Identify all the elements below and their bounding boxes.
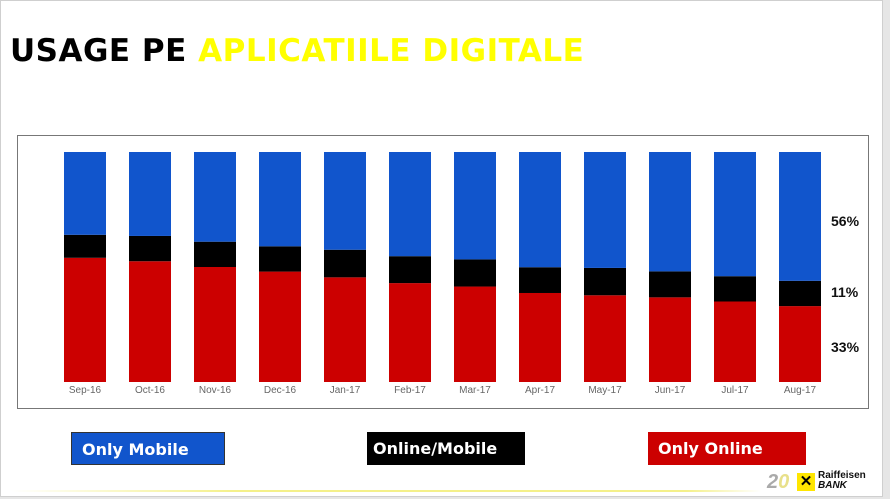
x-tick-label: Mar-17 [459,385,491,396]
bar-only-online-user-aug-17 [779,306,821,382]
bar-only-mobile-user-jul-17 [714,152,756,277]
chart-frame [17,135,869,409]
share-annotation: 33% [831,339,860,355]
bar-only-online-user-oct-16 [129,261,171,382]
share-annotation: 11% [831,284,859,300]
bar-online-mobile-sep-16 [64,234,106,258]
bar-online-mobile-may-17 [584,267,626,296]
x-tick-label: Jul-17 [721,385,749,396]
footer-line [11,490,761,492]
bar-only-online-user-dec-16 [259,271,301,382]
bar-only-mobile-user-aug-17 [779,152,821,281]
bar-only-mobile-user-feb-17 [389,152,431,257]
bar-only-online-user-jul-17 [714,301,756,382]
bar-online-mobile-apr-17 [519,267,561,293]
x-tick-label: Dec-16 [264,385,297,396]
legend-online-mobile: Online/Mobile [367,432,525,465]
x-tick-label: Apr-17 [525,385,555,396]
x-tick-label: Feb-17 [394,385,426,396]
bar-only-online-user-nov-16 [194,267,236,382]
bar-only-mobile-user-dec-16 [259,152,301,247]
legend-only-online: Only Online user [648,432,806,491]
bar-only-mobile-user-jan-17 [324,152,366,250]
x-tick-label: Jan-17 [330,385,361,396]
x-tick-label: Oct-16 [135,385,165,396]
share-annotation: 56% [831,213,860,229]
title-yellow: APLICATIILE DIGITALE [198,33,585,69]
raiffeisen-cross-icon: ✕ [797,473,815,491]
x-tick-label: May-17 [588,385,622,396]
bar-only-mobile-user-sep-16 [64,152,106,235]
bar-only-online-user-jun-17 [649,297,691,382]
bar-online-mobile-oct-16 [129,235,171,262]
x-tick-label: Sep-16 [69,385,102,396]
x-tick-label: Aug-17 [784,385,817,396]
bar-only-online-user-feb-17 [389,283,431,382]
bar-only-mobile-user-mar-17 [454,152,496,260]
bar-only-mobile-user-nov-16 [194,152,236,242]
slide-title: USAGE PE APLICATIILE DIGITALE [10,33,584,69]
bar-online-mobile-jan-17 [324,249,366,278]
bar-only-online-user-jan-17 [324,277,366,382]
bar-online-mobile-jun-17 [649,271,691,298]
bar-online-mobile-feb-17 [389,256,431,284]
bar-online-mobile-nov-16 [194,241,236,267]
bar-only-online-user-apr-17 [519,292,561,382]
bar-only-online-user-mar-17 [454,286,496,382]
x-tick-label: Nov-16 [199,385,232,396]
stacked-bar-chart: Sep-16 Oct-16 Nov-16 Dec-16 Jan-17 Feb-17 Mar-… [64,152,860,396]
bar-only-online-user-may-17 [584,295,626,382]
bar-only-mobile-user-apr-17 [519,152,561,268]
bar-online-mobile-jul-17 [714,276,756,302]
bar-only-mobile-user-oct-16 [129,152,171,236]
bar-online-mobile-mar-17 [454,259,496,287]
legend-only-mobile: Only Mobile user [71,432,225,492]
title-black: USAGE PE [10,33,187,69]
bar-online-mobile-dec-16 [259,246,301,272]
bar-only-online-user-sep-16 [64,257,106,382]
anniversary-20-logo: 20 [767,471,790,493]
bar-only-mobile-user-jun-17 [649,152,691,272]
bar-only-mobile-user-may-17 [584,152,626,268]
raiffeisen-logo: 20 ✕ Raiffeisen BANK [767,470,877,494]
bar-online-mobile-aug-17 [779,280,821,307]
brand-name: Raiffeisen BANK [818,470,866,491]
x-tick-label: Jun-17 [655,385,686,396]
